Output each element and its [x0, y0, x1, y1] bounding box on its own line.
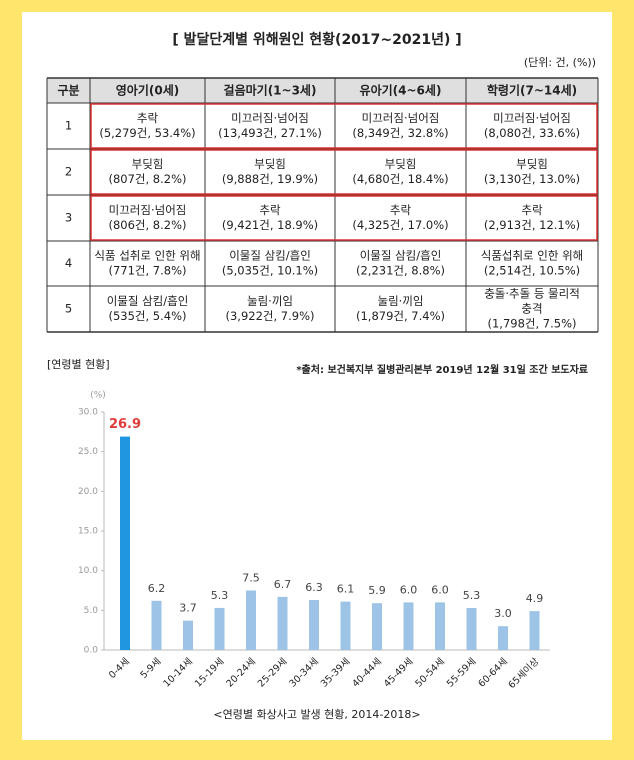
value-label: 3.0	[494, 607, 512, 620]
value-label: 5.3	[211, 589, 229, 602]
cell-text: (1,879건, 7.4%)	[356, 309, 445, 323]
cell-text: (771건, 7.8%)	[108, 264, 186, 278]
bar	[466, 607, 477, 650]
value-label: 6.0	[431, 583, 449, 596]
column-header: 영아기(0세)	[116, 83, 179, 98]
cell-text: (13,493건, 27.1%)	[218, 126, 322, 140]
cell-text: 미끄러짐·넘어짐	[493, 111, 571, 125]
cell-text: 미끄러짐·넘어짐	[231, 111, 309, 125]
y-tick-label: 25.0	[78, 447, 98, 457]
value-label: 5.9	[368, 584, 386, 597]
chart-title: [연령별 현황]	[47, 358, 110, 371]
cell-text: 미끄러짐·넘어짐	[109, 203, 187, 217]
value-label: 7.5	[242, 572, 260, 585]
cell-text: 5	[65, 302, 72, 316]
cell-text: 부딪힘	[516, 157, 548, 171]
cell-text: (806건, 8.2%)	[108, 218, 186, 232]
value-label: 6.2	[148, 582, 166, 595]
cell-text: 이물질 삼킴/흡인	[107, 294, 189, 308]
cell-text: 추락	[137, 111, 159, 125]
cell-text: (3,922건, 7.9%)	[225, 309, 314, 323]
value-label: 26.9	[109, 417, 141, 432]
bar	[498, 626, 508, 650]
bar	[340, 601, 351, 650]
bar	[246, 590, 256, 650]
cell-text: 충돌·추돌 등 물리적	[484, 287, 580, 301]
cell-text: 4	[65, 256, 72, 270]
bar	[529, 611, 540, 650]
value-label: 6.3	[305, 581, 323, 594]
value-label: 5.3	[463, 589, 481, 602]
column-header: 구분	[57, 84, 79, 98]
bar	[120, 436, 130, 650]
cell-text: 이물질 삼킴/흡인	[360, 249, 442, 263]
cell-text: 부딪힘	[385, 157, 417, 171]
bar	[435, 602, 445, 650]
bar	[277, 596, 288, 650]
y-tick-label: 0.0	[84, 646, 99, 656]
bar	[309, 600, 319, 650]
y-tick-label: 15.0	[78, 527, 98, 537]
cell-text: (8,080건, 33.6%)	[484, 126, 580, 140]
y-tick-label: 10.0	[78, 566, 98, 576]
cell-text: (535건, 5.4%)	[108, 309, 186, 323]
unit-note: (단위: 건, (%))	[524, 56, 596, 69]
cell-text: (5,035건, 10.1%)	[222, 264, 318, 278]
cell-text: 추락	[521, 203, 543, 217]
value-label: 6.7	[274, 578, 292, 591]
cell-text: (2,514건, 10.5%)	[484, 264, 580, 278]
value-label: 3.7	[179, 602, 197, 615]
cell-text: (807건, 8.2%)	[108, 172, 186, 186]
value-label: 6.0	[400, 583, 418, 596]
column-header: 유아기(4~6세)	[360, 83, 442, 98]
value-label: 4.9	[526, 592, 544, 605]
source-note: *출처: 보건복지부 질병관리본부 2019년 12월 31일 조간 보도자료	[296, 363, 588, 376]
y-tick-label: 5.0	[84, 606, 99, 616]
bar	[372, 603, 382, 650]
cell-text: 추락	[259, 203, 281, 217]
cell-text: 3	[65, 211, 72, 225]
column-header: 걸음마기(1~3세)	[224, 83, 317, 98]
column-header: 학령기(7~14세)	[487, 83, 577, 98]
y-tick-label: 30.0	[78, 408, 98, 418]
value-label: 6.1	[337, 583, 355, 596]
cell-text: 미끄러짐·넘어짐	[362, 111, 440, 125]
cell-text: (2,231건, 8.8%)	[356, 264, 445, 278]
cell-text: 충격	[521, 302, 542, 316]
caption: <연령별 화상사고 발생 현황, 2014-2018>	[213, 708, 420, 721]
cell-text: (2,913건, 12.1%)	[484, 218, 580, 232]
bar	[403, 602, 414, 650]
cell-text: (5,279건, 53.4%)	[99, 126, 195, 140]
y-tick-label: 20.0	[78, 487, 98, 497]
cell-text: 눌림·끼임	[378, 294, 424, 308]
cell-text: (1,798건, 7.5%)	[487, 317, 576, 331]
cell-text: 1	[65, 119, 72, 133]
bar	[151, 600, 162, 650]
cell-text: (9,421건, 18.9%)	[222, 218, 318, 232]
highlight-box	[90, 195, 598, 241]
cell-text: (4,680건, 18.4%)	[352, 172, 448, 186]
cell-text: 이물질 삼킴/흡인	[229, 249, 311, 263]
cell-text: 추락	[390, 203, 412, 217]
cell-text: 눌림·끼임	[247, 294, 293, 308]
cell-text: (9,888건, 19.9%)	[222, 172, 318, 186]
bar	[183, 620, 193, 650]
cell-text: 식품 섭취로 인한 위해	[94, 249, 200, 263]
bar	[214, 607, 225, 650]
cell-text: 부딪힘	[254, 157, 286, 171]
cell-text: 부딪힘	[132, 157, 164, 171]
cell-text: 식품섭취로 인한 위해	[481, 249, 584, 263]
cell-text: (3,130건, 13.0%)	[484, 172, 580, 186]
cell-text: (4,325건, 17.0%)	[352, 218, 448, 232]
highlight-box	[90, 103, 598, 149]
table-header-bg	[47, 78, 598, 103]
highlight-box	[90, 149, 598, 195]
cell-text: 2	[65, 165, 72, 179]
cell-text: (8,349건, 32.8%)	[352, 126, 448, 140]
y-unit: (%)	[90, 391, 106, 401]
title: [ 발달단계별 위해원인 현황(2017~2021년) ]	[172, 31, 461, 48]
